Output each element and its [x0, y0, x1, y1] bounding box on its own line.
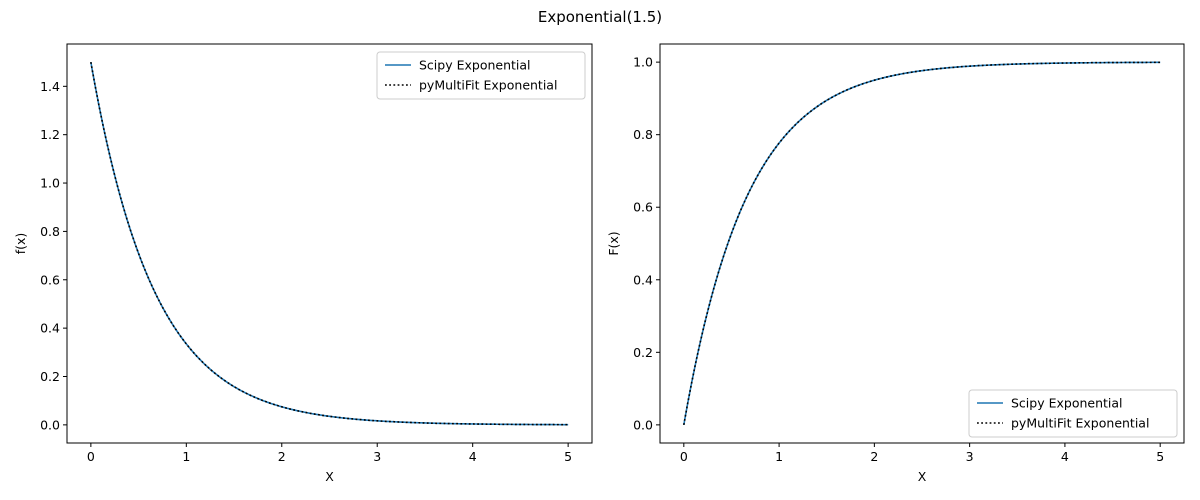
legend-entry: pyMultiFit Exponential	[1011, 416, 1149, 431]
legend-entry: Scipy Exponential	[419, 58, 531, 73]
legend: Scipy Exponential pyMultiFit Exponential	[968, 389, 1178, 438]
legend-box	[968, 389, 1178, 438]
series-line-scipy	[683, 61, 1161, 425]
x-tick-label: 1	[182, 449, 190, 464]
y-tick-label: 1.2	[40, 127, 60, 142]
x-tick-label: 2	[278, 449, 286, 464]
x-axis-label: X	[325, 469, 334, 484]
axes-frame	[66, 43, 593, 444]
y-tick-label: 1.0	[40, 176, 60, 191]
y-tick-label: 0.2	[633, 345, 653, 360]
x-tick-label: 4	[469, 449, 477, 464]
x-tick-label: 2	[870, 449, 878, 464]
x-tick-label: 0	[680, 449, 688, 464]
y-tick-label: 1.0	[633, 55, 653, 70]
pdf-plot: 0 1 2 3 4 5 0.0 0.2 0.4 0.6 0.8 1.0 1.2 1.4 Xf(x) Scipy…	[13, 43, 593, 484]
axes-frame	[659, 43, 1185, 444]
legend-box	[376, 51, 586, 100]
x-tick-label: 4	[1061, 449, 1069, 464]
y-tick-label: 0.6	[633, 200, 653, 215]
x-axis-label: X	[918, 469, 927, 484]
x-tick-label: 5	[1156, 449, 1164, 464]
series-line-scipy	[90, 62, 569, 426]
x-tick-label: 3	[966, 449, 974, 464]
series-line-pymultifit	[683, 61, 1161, 425]
legend: Scipy Exponential pyMultiFit Exponential	[376, 51, 586, 100]
x-tick-label: 1	[775, 449, 783, 464]
figure-title: Exponential(1.5)	[538, 8, 662, 26]
y-tick-label: 0.6	[40, 272, 60, 287]
cdf-plot: 0 1 2 3 4 5 0.0 0.2 0.4 0.6 0.8 1.0 X F(x) Scipy Expon…	[606, 43, 1185, 484]
y-tick-label: 0.0	[633, 417, 653, 432]
x-tick-label: 0	[87, 449, 95, 464]
y-tick-label: 0.0	[40, 417, 60, 432]
series-line-pymultifit	[90, 62, 569, 426]
y-tick-label: 0.4	[40, 321, 60, 336]
x-tick-label: 3	[373, 449, 381, 464]
y-tick-label: 0.8	[40, 224, 60, 239]
y-tick-label: 1.4	[40, 79, 60, 94]
y-tick-label: 0.4	[633, 272, 653, 287]
y-tick-label: 0.8	[633, 127, 653, 142]
legend-entry: Scipy Exponential	[1011, 396, 1123, 411]
x-tick-label: 5	[564, 449, 572, 464]
y-axis-label: f(x)	[13, 233, 28, 255]
y-axis-label: F(x)	[606, 231, 621, 255]
legend-entry: pyMultiFit Exponential	[419, 78, 557, 93]
y-tick-label: 0.2	[40, 369, 60, 384]
